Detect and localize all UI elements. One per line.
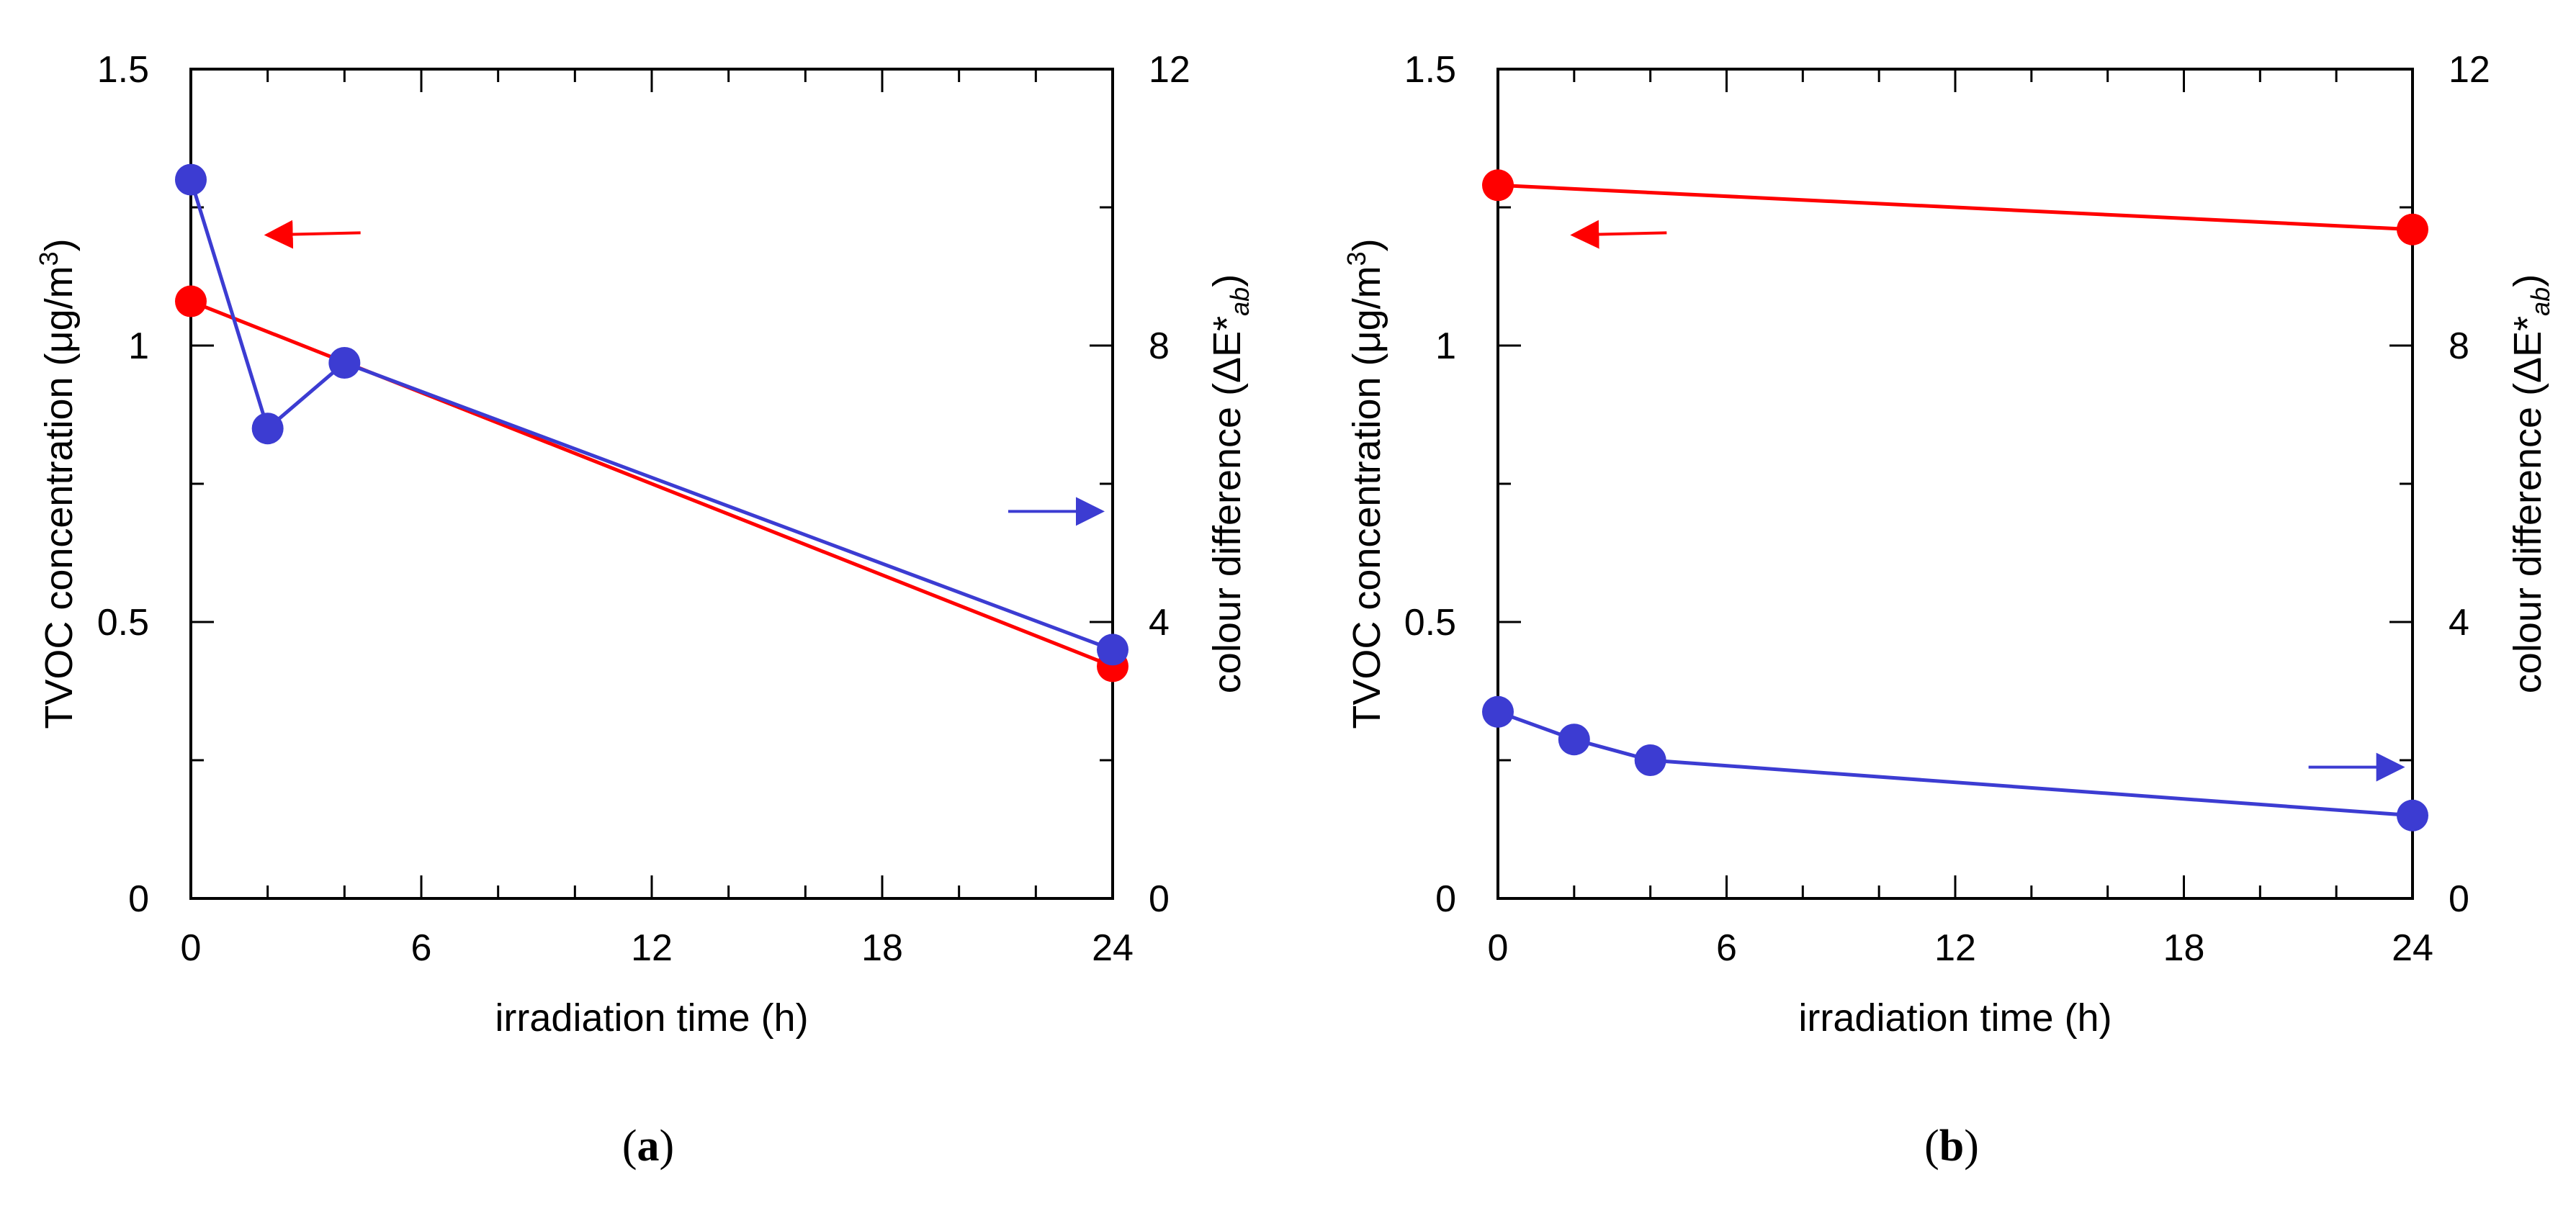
y-right-axis-title-main: colour difference (ΔE* — [2506, 316, 2549, 693]
y-right-axis-title: colour difference (ΔE*ab) — [2506, 274, 2555, 693]
y-right-tick-label: 12 — [1149, 49, 1190, 91]
y-right-tick-label: 12 — [2449, 49, 2490, 91]
tvoc-point — [1482, 169, 1514, 202]
x-tick-label: 0 — [1488, 927, 1509, 969]
y-right-axis-title-main: colour difference (ΔE* — [1206, 316, 1249, 693]
colour-diff-point — [328, 347, 361, 379]
colour-diff-point — [1482, 695, 1514, 728]
panel-caption-letter: b — [1939, 1122, 1964, 1171]
y-left-axis-title-tail: ) — [37, 238, 81, 251]
y-right-tick-label: 0 — [1149, 878, 1170, 920]
y-left-tick-label: 1.5 — [1404, 49, 1456, 91]
colour-diff-point — [2397, 799, 2428, 831]
y-left-ticks: 0 0.5 1 1.5 — [1404, 49, 1521, 920]
left-axis-arrow — [1570, 220, 1667, 249]
y-left-tick-label: 0.5 — [1404, 602, 1456, 644]
x-tick-label: 12 — [631, 927, 673, 969]
x-ticks: 0 6 12 18 24 — [181, 69, 1134, 969]
y-left-axis-title-main: TVOC concentration (μg/m — [1345, 266, 1388, 729]
y-left-axis-title-main: TVOC concentration (μg/m — [37, 266, 81, 729]
colour-diff-series-line — [1497, 710, 2413, 818]
y-left-tick-label: 1 — [128, 325, 149, 367]
x-ticks: 0 6 12 18 24 — [1488, 69, 2433, 969]
panel-caption: (b) — [1924, 1122, 1979, 1171]
y-left-tick-label: 0 — [1435, 878, 1456, 920]
series-markers — [175, 163, 1128, 682]
y-right-tick-label: 0 — [2449, 878, 2469, 920]
tvoc-point — [175, 285, 207, 317]
y-right-axis-title-sub: ab — [2526, 287, 2555, 316]
y-right-axis-title: colour difference (ΔE*ab) — [1206, 274, 1255, 693]
y-left-ticks: 0 0.5 1 1.5 — [97, 49, 214, 920]
x-tick-label: 24 — [2392, 927, 2433, 969]
colour-diff-point — [251, 413, 284, 445]
x-tick-label: 24 — [1092, 927, 1134, 969]
x-axis-title: irradiation time (h) — [1798, 996, 2111, 1040]
x-tick-label: 12 — [1934, 927, 1976, 969]
colour-diff-point — [1097, 634, 1128, 666]
panel-caption-letter: a — [637, 1122, 660, 1171]
y-left-axis-title: TVOC concentration (μg/m3) — [1342, 238, 1388, 729]
panel-caption: (a) — [622, 1122, 674, 1171]
colour-diff-point — [1634, 744, 1666, 776]
x-tick-label: 18 — [861, 927, 903, 969]
x-tick-label: 6 — [411, 927, 432, 969]
y-left-tick-label: 0 — [128, 878, 149, 920]
tvoc-point — [2397, 213, 2428, 245]
y-left-axis-title-sup: 3 — [1342, 251, 1371, 266]
series-markers — [1482, 169, 2428, 831]
axis-arrows — [1570, 220, 2405, 782]
tvoc-series-line — [190, 299, 1113, 668]
panel-a: 0 6 12 18 24 0 0.5 1 1.5 0 4 8 12 irradiation time… — [34, 49, 1255, 1171]
y-right-tick-label: 4 — [2449, 602, 2469, 644]
series-lines — [189, 179, 1113, 668]
y-right-tick-label: 4 — [1149, 602, 1170, 644]
y-right-tick-label: 8 — [2449, 325, 2469, 367]
y-right-axis-title-sub: ab — [1225, 287, 1255, 316]
y-right-ticks: 0 4 8 12 — [2389, 49, 2490, 920]
y-left-tick-label: 1.5 — [97, 49, 149, 91]
y-left-axis-title-sup: 3 — [34, 251, 63, 266]
x-tick-label: 6 — [1716, 927, 1737, 969]
y-right-axis-title-tail: ) — [2506, 274, 2549, 287]
x-tick-label: 0 — [181, 927, 202, 969]
y-right-tick-label: 8 — [1149, 325, 1170, 367]
x-tick-label: 18 — [2163, 927, 2205, 969]
series-lines — [1497, 183, 2413, 818]
colour-diff-point — [1558, 724, 1590, 756]
colour-diff-series-line — [189, 179, 1113, 652]
y-left-tick-label: 1 — [1435, 325, 1456, 367]
tvoc-series-line — [1497, 183, 2413, 232]
colour-diff-point — [175, 163, 207, 196]
panel-b: 0 6 12 18 24 0 0.5 1 1.5 0 4 8 12 irradiation time… — [1342, 49, 2555, 1171]
y-right-axis-title-tail: ) — [1206, 274, 1249, 287]
y-left-axis-title: TVOC concentration (μg/m3) — [34, 238, 81, 729]
axis-arrows — [264, 220, 1105, 526]
left-axis-arrow — [264, 220, 361, 249]
x-axis-title: irradiation time (h) — [495, 996, 808, 1040]
y-left-axis-title-tail: ) — [1345, 238, 1388, 251]
y-left-tick-label: 0.5 — [97, 602, 149, 644]
y-right-ticks: 0 4 8 12 — [1090, 49, 1190, 920]
